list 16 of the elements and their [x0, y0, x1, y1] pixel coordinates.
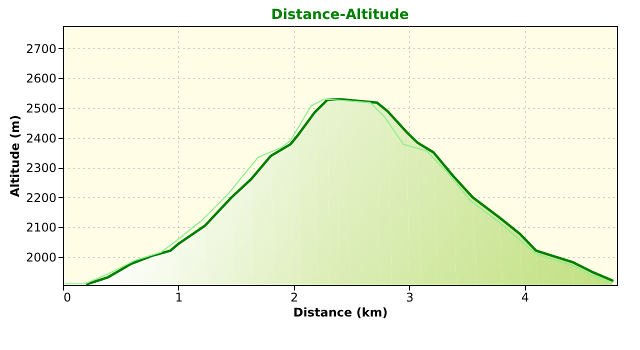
x-tick-label: 0 — [64, 290, 72, 304]
x-tick-label: 4 — [521, 290, 529, 304]
y-tick-label: 2100 — [26, 220, 56, 235]
y-axis-title: Altitude (m) — [8, 115, 22, 197]
y-tick-label: 2000 — [26, 250, 56, 264]
y-tick-label: 2700 — [26, 42, 56, 56]
x-tick-label: 1 — [175, 290, 183, 304]
y-tick-label: 2500 — [26, 101, 56, 116]
y-tick-label: 2300 — [26, 161, 56, 176]
x-tick-label: 3 — [406, 290, 414, 304]
y-tick-label: 2200 — [26, 190, 56, 205]
y-tick-label: 2600 — [26, 72, 56, 86]
x-axis-title: Distance (km) — [293, 306, 388, 320]
x-tick-label: 2 — [290, 290, 298, 304]
y-tick-label: 2400 — [26, 131, 56, 146]
chart-title: Distance-Altitude — [271, 7, 409, 23]
